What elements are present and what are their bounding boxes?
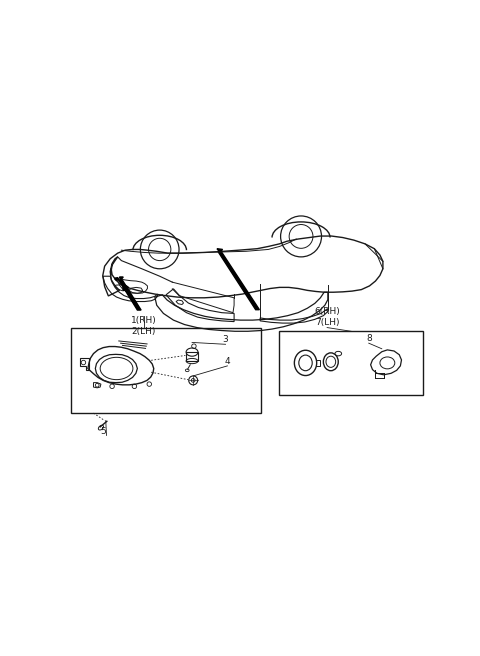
Bar <box>186 352 198 361</box>
Polygon shape <box>119 280 141 310</box>
Text: 8: 8 <box>366 334 372 343</box>
Text: 4: 4 <box>225 357 230 366</box>
Text: 5: 5 <box>100 427 106 436</box>
Bar <box>71 327 261 413</box>
Polygon shape <box>120 277 123 280</box>
Polygon shape <box>115 277 119 280</box>
Polygon shape <box>217 249 223 253</box>
Text: 3: 3 <box>223 335 228 344</box>
Bar <box>279 331 423 394</box>
Bar <box>375 373 384 378</box>
Bar <box>316 360 321 366</box>
Text: 1(RH)
2(LH): 1(RH) 2(LH) <box>131 316 156 336</box>
Polygon shape <box>218 252 259 310</box>
Text: 6(RH)
7(LH): 6(RH) 7(LH) <box>314 307 340 327</box>
